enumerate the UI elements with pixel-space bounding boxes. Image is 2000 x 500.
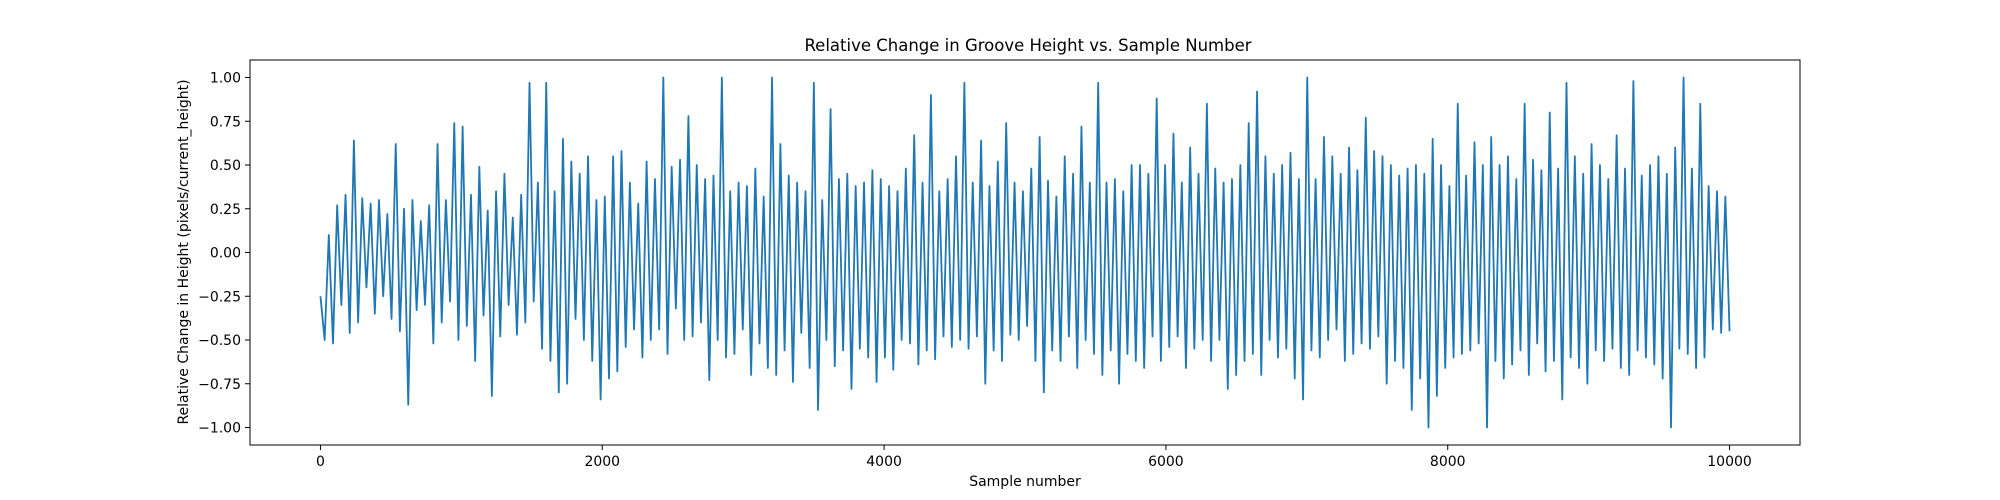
y-tick-label: 0.00 (210, 246, 241, 262)
y-tick-label: 0.75 (210, 114, 241, 130)
y-tick-label: 0.25 (210, 202, 241, 218)
y-tick-label: 0.50 (210, 158, 241, 174)
x-tick-label: 4000 (866, 454, 902, 470)
y-tick-label: −1.00 (198, 421, 241, 437)
series-line (319, 76, 1731, 429)
x-tick-label: 0 (316, 454, 325, 470)
x-tick-label: 8000 (1430, 454, 1466, 470)
plot-series (319, 76, 1731, 429)
y-tick-label: −0.50 (198, 333, 241, 349)
y-tick-label: 1.00 (210, 71, 241, 87)
x-tick-label: 6000 (1148, 454, 1184, 470)
x-axis: 0 2000 4000 6000 8000 10000 (316, 445, 1752, 470)
y-tick-label: −0.25 (198, 289, 241, 305)
y-axis: 1.00 0.75 0.50 0.25 0.00 −0.25 −0.50 −0.75 −1.00 (198, 71, 250, 437)
x-axis-label: Sample number (969, 474, 1081, 490)
x-tick-label: 2000 (584, 454, 620, 470)
y-tick-label: −0.75 (198, 377, 241, 393)
y-axis-label: Relative Change in Height (pixels/curren… (176, 79, 192, 424)
x-tick-label: 10000 (1707, 454, 1752, 470)
chart-title: Relative Change in Groove Height vs. Sam… (804, 36, 1251, 55)
